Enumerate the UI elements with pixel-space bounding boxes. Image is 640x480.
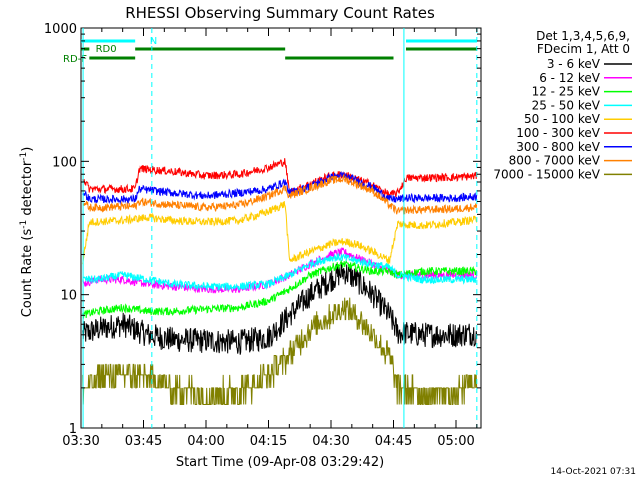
x-tick-label: 03:30 [62,434,99,449]
annotation-label: N [150,36,157,47]
series-line [82,173,478,215]
y-tick-label: 10 [60,289,77,304]
x-tick-label: 03:45 [125,434,162,449]
x-tick-label: 04:15 [250,434,287,449]
legend-label: 3 - 6 keV [547,57,601,71]
marker-layer [82,28,478,428]
x-axis: 03:30 03:45 04:00 04:15 04:30 04:45 05:00 [62,28,478,449]
y-axis-label-part3: ) [20,147,35,152]
y-axis-label-sup1: -1 [19,220,29,229]
y-axis-label: Count Rate (s-1 detector-1) [19,147,35,318]
annotation-label: RD0 [96,44,117,55]
y-axis-label-part2: detector [20,160,35,220]
legend-label: 25 - 50 keV [532,98,601,112]
series-line [82,258,478,319]
legend-label: 300 - 800 keV [516,140,600,154]
legend-label: 800 - 7000 keV [509,154,601,168]
legend-label: 50 - 100 keV [524,112,601,126]
series-line [82,252,478,291]
series-layer [82,158,478,405]
plot-frame [80,27,482,429]
y-axis-label-part1: Count Rate (s [20,229,35,318]
legend-header-line1: Det 1,3,4,5,6,9, [536,29,630,43]
plot-area: N RD0 RD-F [63,27,482,429]
x-tick-label: 04:30 [312,434,349,449]
legend-label: 7000 - 15000 keV [493,167,600,181]
legend-label: 6 - 12 keV [539,71,601,85]
series-line [82,261,478,355]
series-line [82,297,478,405]
y-tick-label: 1000 [44,22,77,37]
annotation-label: RD-F [63,54,87,65]
x-tick-label: 04:45 [375,434,412,449]
legend-label: 12 - 25 keV [532,85,601,99]
legend-header-line2: FDecim 1, Att 0 [537,42,630,56]
y-tick-label: 1 [69,422,77,437]
x-tick-label: 05:00 [437,434,474,449]
y-axis-label-sup2: -1 [19,152,29,161]
x-axis-label: Start Time (09-Apr-08 03:29:42) [176,455,384,470]
legend: Det 1,3,4,5,6,9, FDecim 1, Att 0 3 - 6 k… [493,29,632,181]
series-line [82,201,478,265]
y-axis: 1 10 100 1000 [44,22,481,437]
x-tick-label: 04:00 [187,434,224,449]
y-tick-label: 100 [52,155,77,170]
series-line [82,171,478,205]
chart-title: RHESSI Observing Summary Count Rates [125,4,435,22]
footer-date: 14-Oct-2021 07:31 [551,467,636,477]
series-line [82,158,478,199]
annotation-layer: N RD0 RD-F [63,36,477,65]
legend-label: 100 - 300 keV [516,126,600,140]
